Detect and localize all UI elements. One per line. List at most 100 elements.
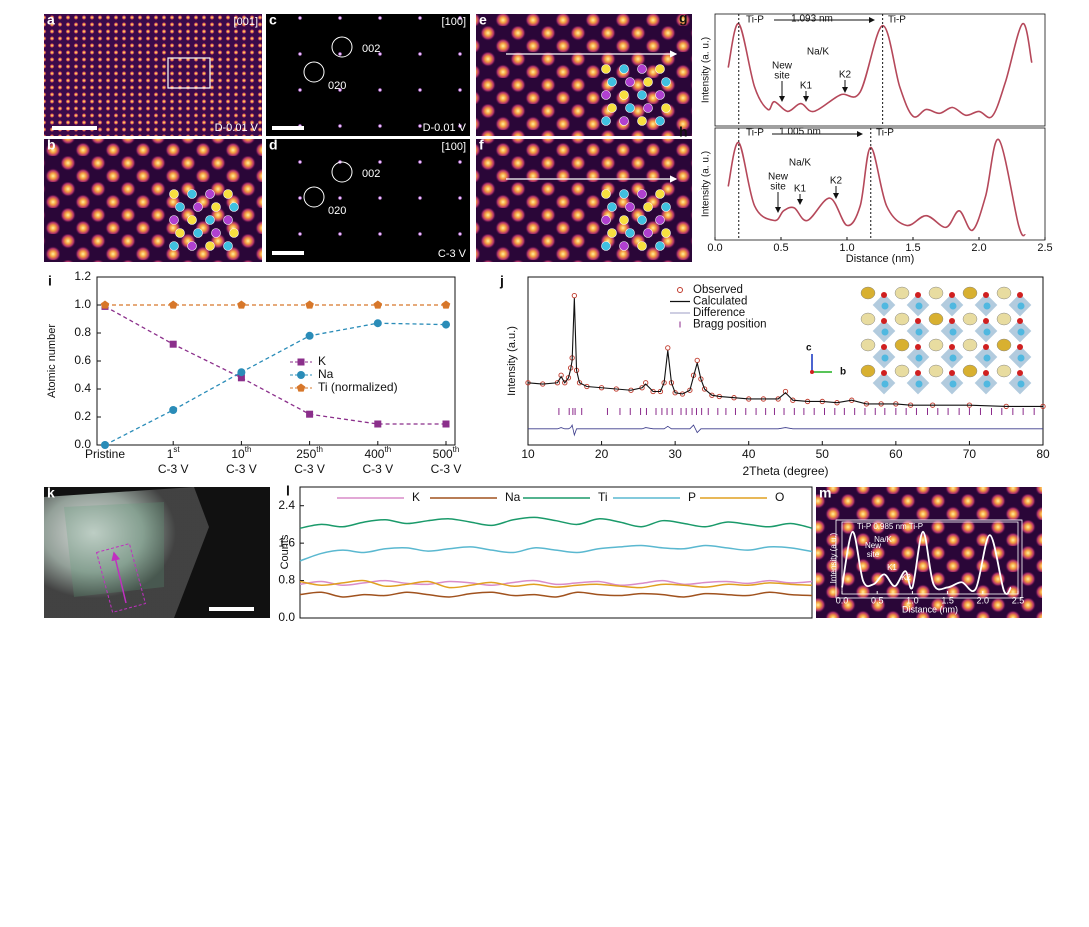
oxygen xyxy=(915,370,921,376)
series-line xyxy=(299,579,813,589)
atom-overlay xyxy=(211,202,221,212)
atom-overlay xyxy=(193,202,203,212)
annotation: b xyxy=(840,367,846,378)
profile-line xyxy=(841,530,1012,595)
atom-overlay xyxy=(187,189,197,199)
na-ion xyxy=(1017,302,1025,310)
cation xyxy=(962,286,978,300)
ordinal: 500 xyxy=(433,447,453,461)
spot-label: 020 xyxy=(328,80,346,92)
atom-overlay xyxy=(211,228,221,238)
oxygen xyxy=(1017,370,1023,376)
x-tick-label: 0.5 xyxy=(773,242,788,254)
spot-label: 002 xyxy=(362,43,380,55)
data-point xyxy=(237,368,246,377)
na-ion xyxy=(915,302,923,310)
legend-marker xyxy=(296,383,306,392)
data-point xyxy=(373,300,383,309)
annotation: K1 xyxy=(794,184,807,195)
legend-label: P xyxy=(688,490,696,504)
annotation: 1.093 nm xyxy=(791,14,833,25)
atom-overlay xyxy=(637,215,647,225)
atom-overlay xyxy=(655,90,665,100)
x-tick-label: 1.0 xyxy=(906,595,919,605)
series-line xyxy=(299,516,813,529)
legend-label: Ti xyxy=(598,490,608,504)
ordinal-suffix: th xyxy=(453,445,460,454)
data-point xyxy=(305,300,314,309)
x-tick-label: 80 xyxy=(1036,447,1050,461)
panel-label: j xyxy=(499,273,504,289)
atom-overlay xyxy=(643,77,653,87)
x-tick-label: 20 xyxy=(595,447,609,461)
x-tick-label: C-3 V xyxy=(294,462,325,476)
series-line xyxy=(527,298,1043,407)
y-axis-label: Intensity (a.u.) xyxy=(829,532,838,583)
plot-frame xyxy=(841,521,1019,595)
legend-label: Observed xyxy=(693,284,743,296)
micrograph xyxy=(266,139,470,262)
panel-label: h xyxy=(679,124,688,140)
panel-label: k xyxy=(47,485,55,501)
observed-point xyxy=(571,293,577,299)
atom-overlay xyxy=(229,228,239,238)
atom-overlay xyxy=(655,116,665,126)
data-point xyxy=(168,300,178,309)
plot-frame xyxy=(714,127,1046,241)
y-tick-label: 1.0 xyxy=(74,297,91,311)
legend-marker xyxy=(677,287,683,293)
annotation: site xyxy=(770,182,786,193)
atom-overlay xyxy=(601,241,611,251)
atom-overlay xyxy=(205,215,215,225)
legend-label: K xyxy=(412,490,420,504)
x-tick-label: 60 xyxy=(889,447,903,461)
atom-overlay xyxy=(205,189,215,199)
atom-overlay xyxy=(607,202,617,212)
oxygen xyxy=(983,344,989,350)
cation xyxy=(962,312,978,326)
series-line xyxy=(528,424,1043,437)
line-scan-arrow xyxy=(111,551,127,604)
ordinal-suffix: th xyxy=(316,445,323,454)
series-line xyxy=(104,322,447,446)
atom-overlay xyxy=(643,228,653,238)
atom-overlay xyxy=(187,215,197,225)
legend-label: Bragg position xyxy=(693,319,767,331)
observed-point xyxy=(562,380,568,386)
atom-overlay xyxy=(601,116,611,126)
cation xyxy=(996,338,1012,352)
ordinal-suffix: st xyxy=(173,445,180,454)
x-tick-label: 1st xyxy=(167,445,181,461)
atom-overlay xyxy=(625,103,635,113)
atom-overlay xyxy=(175,228,185,238)
annotation: site xyxy=(867,550,880,559)
x-axis-label: Distance (nm) xyxy=(902,604,958,614)
na-ion xyxy=(949,380,957,388)
zoom-box xyxy=(167,57,211,89)
cation xyxy=(996,286,1012,300)
series-line xyxy=(299,579,813,587)
y-tick-label: 0.8 xyxy=(74,325,91,339)
annotation: Ti-P xyxy=(746,128,764,139)
ordinal-suffix: th xyxy=(245,445,252,454)
na-ion xyxy=(1017,328,1025,336)
cation xyxy=(928,286,944,300)
panel-label: f xyxy=(479,137,484,153)
cation xyxy=(860,364,876,378)
annotation: K2 xyxy=(901,573,911,582)
data-point xyxy=(442,320,450,329)
x-tick-label: 2.0 xyxy=(971,242,986,254)
annotation: Ti-P xyxy=(876,128,894,139)
atom-overlay xyxy=(601,189,611,199)
data-point xyxy=(373,319,382,328)
atom-overlay xyxy=(655,189,665,199)
atom-overlay xyxy=(637,90,647,100)
atom-overlay xyxy=(655,241,665,251)
atom-overlay xyxy=(229,202,239,212)
annotation: K2 xyxy=(839,70,852,81)
x-tick-label: Pristine xyxy=(85,447,125,461)
y-tick-label: 1.6 xyxy=(278,535,295,549)
data-point xyxy=(306,410,314,418)
x-tick-label: C-3 V xyxy=(362,462,393,476)
oxygen xyxy=(949,292,955,298)
